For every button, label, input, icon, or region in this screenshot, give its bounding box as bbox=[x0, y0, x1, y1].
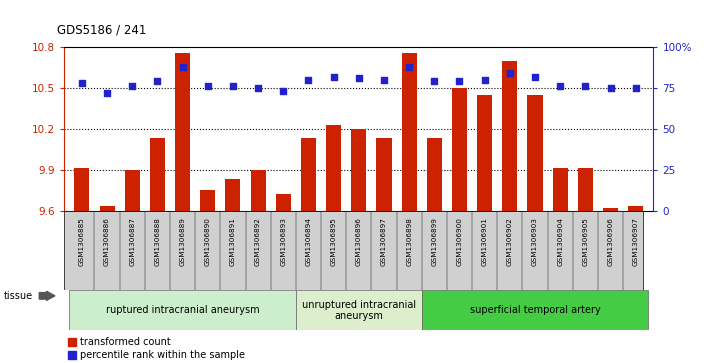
Text: GSM1306889: GSM1306889 bbox=[180, 217, 186, 266]
Point bbox=[403, 64, 415, 70]
Point bbox=[202, 83, 213, 89]
Bar bbox=[296, 290, 422, 330]
Bar bbox=[251, 170, 266, 211]
Bar bbox=[351, 129, 366, 211]
Text: GSM1306902: GSM1306902 bbox=[507, 217, 513, 266]
Point bbox=[555, 83, 566, 89]
Text: superficial temporal artery: superficial temporal artery bbox=[470, 305, 600, 315]
Bar bbox=[528, 95, 543, 211]
Bar bbox=[200, 190, 216, 211]
Text: GSM1306899: GSM1306899 bbox=[431, 217, 437, 266]
Text: GSM1306892: GSM1306892 bbox=[255, 217, 261, 266]
Text: GSM1306904: GSM1306904 bbox=[557, 217, 563, 266]
Bar bbox=[326, 125, 341, 211]
Text: GSM1306891: GSM1306891 bbox=[230, 217, 236, 266]
Text: GSM1306894: GSM1306894 bbox=[306, 217, 311, 266]
Bar bbox=[452, 88, 467, 211]
Bar bbox=[376, 138, 391, 211]
Point bbox=[529, 74, 540, 79]
Text: GSM1306887: GSM1306887 bbox=[129, 217, 135, 266]
Point bbox=[328, 74, 339, 79]
Text: GSM1306885: GSM1306885 bbox=[79, 217, 85, 266]
Point bbox=[428, 79, 440, 85]
Bar bbox=[578, 168, 593, 211]
Text: tissue: tissue bbox=[4, 291, 33, 301]
Text: GSM1306897: GSM1306897 bbox=[381, 217, 387, 266]
Text: GSM1306893: GSM1306893 bbox=[281, 217, 286, 266]
Bar bbox=[175, 53, 190, 211]
Point bbox=[454, 79, 466, 85]
Text: GSM1306886: GSM1306886 bbox=[104, 217, 110, 266]
Bar bbox=[99, 207, 115, 211]
Point bbox=[605, 85, 616, 91]
Point bbox=[504, 70, 516, 76]
Text: GSM1306906: GSM1306906 bbox=[608, 217, 613, 266]
Bar bbox=[226, 179, 241, 211]
Text: GSM1306900: GSM1306900 bbox=[456, 217, 463, 266]
Point bbox=[76, 80, 88, 86]
Bar bbox=[69, 290, 296, 330]
Bar bbox=[628, 207, 643, 211]
Point bbox=[101, 90, 113, 96]
Bar bbox=[401, 53, 417, 211]
Text: GSM1306903: GSM1306903 bbox=[532, 217, 538, 266]
Point bbox=[630, 85, 641, 91]
Point bbox=[580, 83, 591, 89]
Point bbox=[151, 79, 163, 85]
Bar bbox=[603, 208, 618, 211]
Bar bbox=[301, 138, 316, 211]
Text: GSM1306901: GSM1306901 bbox=[482, 217, 488, 266]
Point bbox=[177, 64, 188, 70]
Bar bbox=[422, 290, 648, 330]
Bar bbox=[74, 168, 89, 211]
Text: GSM1306888: GSM1306888 bbox=[154, 217, 161, 266]
Point bbox=[378, 77, 390, 83]
Text: GSM1306907: GSM1306907 bbox=[633, 217, 639, 266]
Point bbox=[126, 83, 138, 89]
Text: GSM1306896: GSM1306896 bbox=[356, 217, 362, 266]
Text: GSM1306890: GSM1306890 bbox=[205, 217, 211, 266]
Bar bbox=[502, 61, 518, 211]
Point bbox=[303, 77, 314, 83]
Point bbox=[479, 77, 491, 83]
Text: ruptured intracranial aneurysm: ruptured intracranial aneurysm bbox=[106, 305, 259, 315]
Point bbox=[353, 75, 365, 81]
Point bbox=[278, 88, 289, 94]
Text: percentile rank within the sample: percentile rank within the sample bbox=[80, 350, 245, 360]
Point bbox=[227, 83, 238, 89]
Bar bbox=[553, 168, 568, 211]
Bar bbox=[427, 138, 442, 211]
Text: GSM1306898: GSM1306898 bbox=[406, 217, 412, 266]
Text: transformed count: transformed count bbox=[80, 337, 171, 347]
Text: GDS5186 / 241: GDS5186 / 241 bbox=[57, 23, 146, 36]
Text: GSM1306895: GSM1306895 bbox=[331, 217, 336, 266]
Text: GSM1306905: GSM1306905 bbox=[583, 217, 588, 266]
Bar bbox=[276, 194, 291, 211]
Point bbox=[252, 85, 263, 91]
Text: unruptured intracranial
aneurysm: unruptured intracranial aneurysm bbox=[302, 299, 416, 321]
Bar bbox=[125, 170, 140, 211]
Bar bbox=[477, 95, 492, 211]
Bar bbox=[150, 138, 165, 211]
